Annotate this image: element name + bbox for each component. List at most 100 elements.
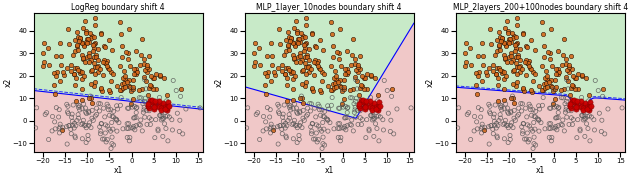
Point — [286, 72, 296, 75]
Point — [140, 97, 150, 100]
Point — [281, 67, 291, 70]
Point — [327, 32, 337, 35]
Point — [309, 60, 319, 63]
Point — [130, 128, 140, 131]
Point — [576, 105, 586, 108]
Point — [334, 58, 344, 61]
Point — [508, 83, 518, 86]
Point — [586, 116, 596, 119]
Point — [559, 38, 569, 41]
Point — [521, 44, 531, 48]
Point — [84, 124, 94, 127]
Point — [553, 107, 563, 110]
Point — [129, 116, 139, 120]
Point — [280, 72, 290, 75]
Point — [503, 31, 513, 34]
Point — [567, 123, 577, 126]
Point — [522, 62, 532, 65]
Point — [337, 88, 348, 91]
Point — [77, 53, 87, 56]
Point — [504, 38, 515, 41]
Point — [534, 108, 545, 111]
Point — [477, 79, 488, 82]
Point — [132, 106, 142, 109]
Point — [44, 63, 54, 66]
Point — [561, 76, 571, 79]
Point — [68, 53, 78, 56]
Point — [139, 62, 149, 65]
Point — [104, 127, 114, 131]
Point — [63, 105, 73, 108]
Point — [99, 44, 109, 48]
Y-axis label: x2: x2 — [426, 78, 435, 87]
Point — [151, 87, 161, 90]
Point — [129, 116, 140, 119]
Point — [260, 72, 271, 75]
Point — [556, 96, 566, 99]
Point — [61, 67, 72, 70]
Point — [144, 116, 154, 119]
Point — [374, 139, 384, 142]
Point — [95, 102, 106, 105]
Point — [342, 116, 352, 119]
Point — [472, 75, 483, 78]
Point — [61, 103, 72, 106]
Point — [154, 99, 164, 102]
Point — [47, 129, 57, 132]
Point — [522, 123, 532, 126]
Point — [249, 65, 259, 68]
Point — [81, 41, 92, 44]
Point — [544, 80, 554, 83]
Point — [156, 103, 166, 106]
Point — [117, 82, 127, 85]
Point — [112, 119, 122, 122]
Point — [273, 67, 283, 70]
Point — [77, 107, 87, 110]
Point — [306, 68, 316, 71]
Point — [83, 37, 93, 40]
Point — [350, 106, 360, 109]
Point — [547, 139, 557, 142]
Point — [561, 108, 571, 111]
Title: MLP_1layer_10nodes boundary shift 4: MLP_1layer_10nodes boundary shift 4 — [257, 3, 402, 13]
Point — [517, 132, 527, 135]
Point — [538, 32, 548, 35]
Point — [538, 64, 548, 67]
Point — [318, 136, 328, 139]
Point — [355, 109, 365, 112]
Point — [262, 54, 272, 57]
Point — [530, 72, 540, 75]
Point — [513, 56, 524, 59]
Point — [314, 105, 324, 108]
Point — [452, 126, 463, 129]
Point — [567, 99, 577, 102]
Point — [529, 115, 540, 118]
Point — [564, 70, 575, 73]
Point — [60, 73, 70, 76]
Point — [372, 108, 383, 112]
Point — [139, 108, 149, 111]
Point — [288, 77, 298, 80]
Point — [77, 98, 87, 101]
Point — [340, 73, 350, 76]
Point — [355, 116, 365, 119]
Point — [313, 103, 323, 106]
Point — [268, 129, 278, 132]
Point — [292, 111, 302, 114]
Point — [265, 127, 275, 130]
Point — [106, 108, 116, 111]
Point — [357, 118, 367, 121]
Point — [497, 108, 507, 111]
Point — [255, 63, 265, 66]
Point — [565, 104, 575, 107]
Point — [292, 41, 302, 44]
Point — [143, 54, 154, 57]
Point — [526, 114, 536, 117]
Point — [84, 61, 94, 64]
Point — [353, 65, 364, 68]
Point — [557, 124, 568, 127]
Point — [486, 124, 496, 127]
Point — [541, 82, 551, 85]
Point — [296, 95, 307, 98]
Point — [118, 69, 129, 72]
